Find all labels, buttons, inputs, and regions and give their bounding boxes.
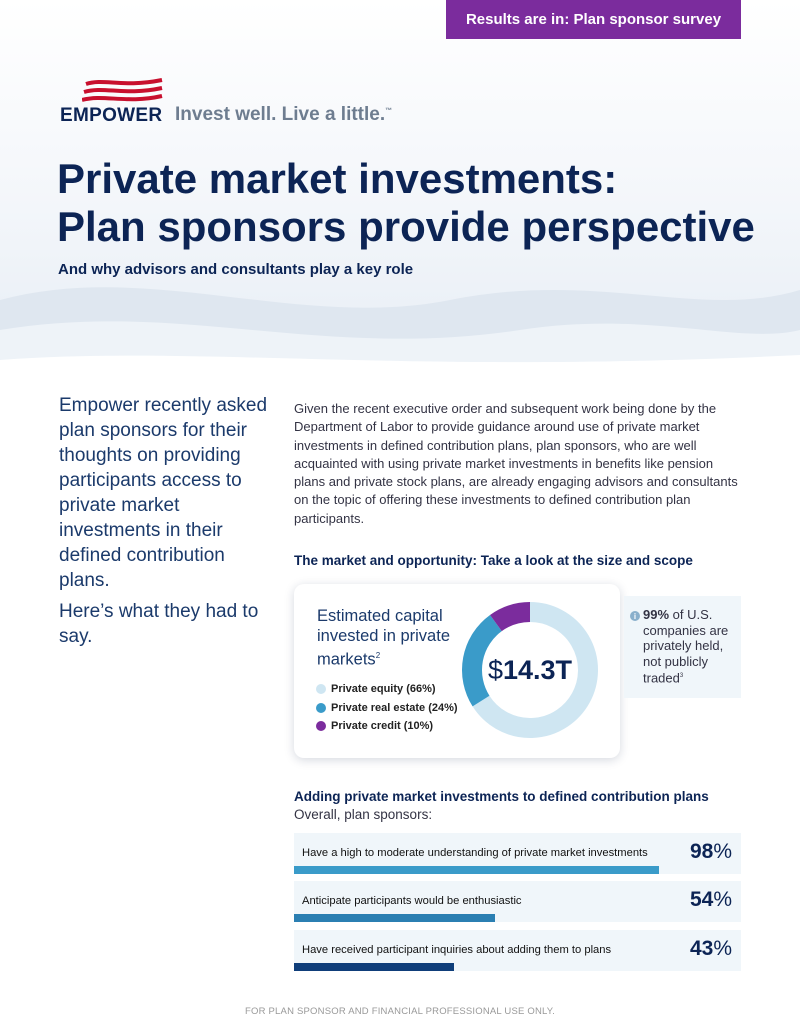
bar-row-inquiries: Have received participant inquiries abou…: [294, 930, 741, 971]
legend-dot: [316, 721, 326, 732]
dc-overall: Overall, plan sponsors:: [294, 807, 433, 822]
legend-item: Private credit (10%): [316, 717, 458, 736]
title-line-2: Plan sponsors provide perspective: [57, 203, 755, 250]
bar-row-enthusiastic: Anticipate participants would be enthusi…: [294, 881, 741, 922]
intro-paragraph-2: Here’s what they had to say.: [59, 601, 259, 647]
donut-legend: Private equity (66%) Private real estate…: [316, 680, 458, 736]
bar-fill: [294, 866, 659, 874]
page-title: Private market investments: Plan sponsor…: [57, 155, 777, 251]
donut-total: $14.3T: [487, 654, 573, 685]
bar-row-understanding: Have a high to moderate understanding of…: [294, 833, 741, 874]
legend-item: Private real estate (24%): [316, 699, 458, 718]
donut-segment-private-credit: [490, 602, 531, 632]
hero-wave-background: [0, 0, 800, 380]
market-heading: The market and opportunity: Take a look …: [294, 553, 693, 568]
survey-badge: Results are in: Plan sponsor survey: [446, 0, 741, 39]
private-companies-stat: i 99% of U.S. companies are privately he…: [624, 596, 741, 698]
footer-disclaimer: FOR PLAN SPONSOR AND FINANCIAL PROFESSIO…: [245, 1006, 555, 1017]
logo-tagline: Invest well. Live a little.™: [175, 104, 393, 125]
dc-heading: Adding private market investments to def…: [294, 789, 709, 804]
capital-donut-chart: [462, 602, 598, 738]
bar-fill: [294, 914, 495, 922]
page-subtitle: And why advisors and consultants play a …: [58, 261, 414, 278]
donut-segment-private-equity: [472, 602, 598, 738]
stat-highlight: 99%: [643, 607, 670, 622]
legend-item: Private equity (66%): [316, 680, 458, 699]
logo-wordmark: EMPOWER: [60, 105, 163, 126]
legend-dot: [316, 702, 326, 713]
market-card: Estimated capital invested in private ma…: [294, 584, 620, 758]
legend-dot: [316, 684, 326, 695]
donut-segment-real-estate: [462, 614, 503, 707]
intro-paragraph-1: Empower recently asked plan sponsors for…: [59, 395, 268, 591]
body-paragraph: Given the recent executive order and sub…: [294, 401, 738, 526]
card-title: Estimated capital invested in private ma…: [317, 607, 450, 669]
info-icon: i: [630, 611, 640, 621]
title-line-1: Private market investments:: [57, 155, 618, 202]
bar-fill: [294, 963, 454, 971]
intro-text: Empower recently asked plan sponsors for…: [59, 393, 269, 655]
flag-stripes-icon: [82, 78, 163, 102]
